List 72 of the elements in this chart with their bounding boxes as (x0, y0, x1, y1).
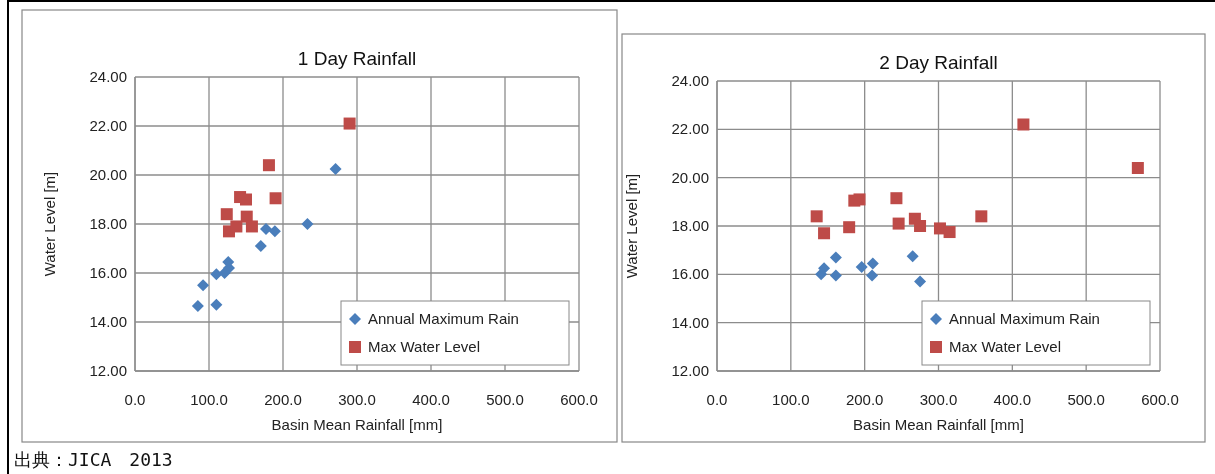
y-tick-label: 22.00 (671, 120, 709, 138)
point (230, 220, 243, 233)
point (240, 193, 252, 206)
y-axis-title: Water Level [m] (623, 173, 640, 279)
x-tick-label: 400.0 (412, 391, 450, 408)
x-tick-label: 600.0 (1141, 391, 1179, 408)
chart-title: 1 Day Rainfall (297, 48, 417, 69)
point (254, 240, 267, 253)
point (829, 269, 842, 282)
y-tick-label: 12.00 (89, 362, 127, 379)
x-tick-label: 200.0 (845, 391, 884, 408)
x-tick-label: 600.0 (560, 391, 598, 408)
point (906, 250, 919, 263)
chart-title: 2 Day Rainfall (879, 52, 998, 73)
point (843, 221, 856, 234)
x-tick-label: 0.0 (124, 391, 146, 408)
x-tick-label: 200.0 (264, 391, 302, 408)
point (914, 220, 927, 232)
y-tick-label: 16.00 (89, 264, 127, 281)
point (855, 261, 868, 274)
point (259, 222, 272, 235)
x-tick-label: 500.0 (1067, 391, 1105, 408)
x-tick-label: 0.0 (706, 391, 728, 408)
point (890, 192, 903, 205)
y-tick-label: 18.00 (671, 217, 709, 234)
y-tick-label: 18.00 (89, 215, 127, 232)
point (810, 210, 823, 223)
x-axis-title: Basin Mean Rainfall [mm] (853, 416, 1024, 433)
y-tick-label: 22.00 (89, 117, 127, 134)
point (262, 159, 275, 172)
point (301, 218, 314, 230)
point (220, 208, 233, 221)
x-tick-label: 100.0 (772, 391, 810, 408)
source-note: 出典：JICA 2013 (14, 449, 173, 470)
legend-label: Annual Maximum Rain (949, 310, 1100, 327)
legend-label: Annual Maximum Rain (368, 310, 519, 327)
x-tick-label: 500.0 (486, 391, 524, 408)
point (210, 298, 223, 311)
point (914, 275, 927, 288)
point (268, 225, 281, 238)
point (1131, 162, 1144, 174)
point (975, 210, 988, 223)
point (943, 226, 956, 239)
x-axis-title: Basin Mean Rainfall [mm] (271, 416, 443, 433)
x-tick-label: 400.0 (993, 391, 1032, 408)
point (269, 192, 282, 205)
point (866, 257, 879, 270)
point (343, 117, 356, 130)
y-tick-label: 16.00 (671, 265, 709, 283)
point (329, 162, 342, 175)
y-tick-label: 20.00 (89, 166, 127, 183)
point (853, 193, 866, 206)
point (197, 279, 210, 292)
point (818, 227, 831, 240)
x-tick-label: 300.0 (338, 391, 376, 408)
point (245, 220, 258, 233)
y-axis-title: Water Level [m] (41, 171, 58, 277)
y-tick-label: 14.00 (671, 313, 709, 331)
x-tick-label: 100.0 (190, 391, 228, 408)
y-tick-label: 20.00 (671, 168, 709, 186)
y-tick-label: 12.00 (671, 362, 709, 379)
y-tick-label: 24.00 (671, 72, 709, 89)
point (1017, 118, 1030, 131)
y-tick-label: 24.00 (89, 68, 127, 85)
legend-label: Max Water Level (949, 338, 1061, 355)
y-tick-label: 14.00 (89, 313, 127, 330)
legend-label: Max Water Level (368, 338, 480, 355)
point (892, 217, 905, 230)
point (829, 251, 842, 264)
x-tick-label: 300.0 (919, 391, 958, 408)
point (191, 300, 204, 313)
point (866, 269, 879, 282)
